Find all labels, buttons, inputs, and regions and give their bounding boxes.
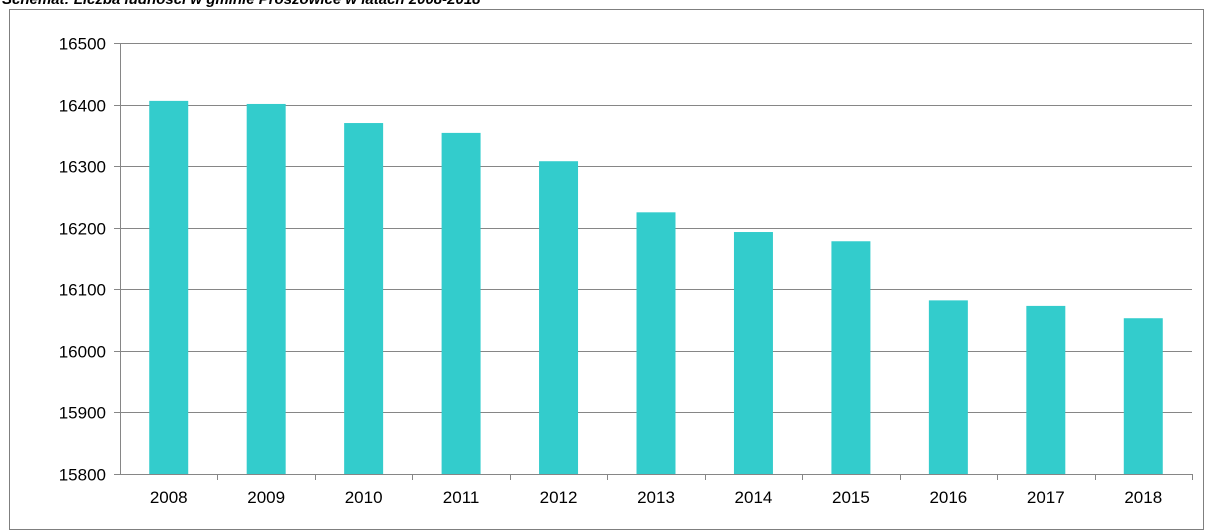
bar-2017 xyxy=(1026,305,1066,474)
y-tick-label: 16000 xyxy=(59,343,106,362)
y-tick-label: 15800 xyxy=(59,466,106,485)
x-tick-label: 2016 xyxy=(929,488,967,507)
bar-2009 xyxy=(246,103,286,474)
chart-area: 15800 15900 16000 16100 16200 16300 16400 16500… xyxy=(9,9,1204,530)
bar-2012 xyxy=(539,161,579,474)
bar-2013 xyxy=(636,212,676,475)
x-tick-label: 2011 xyxy=(443,488,480,507)
x-tick-label: 2018 xyxy=(1124,488,1162,507)
y-tick-label: 15900 xyxy=(59,404,106,423)
x-tick-label: 2009 xyxy=(247,488,285,507)
bar-2014 xyxy=(733,232,773,474)
x-tick-label: 2010 xyxy=(345,488,383,507)
bar-2011 xyxy=(441,132,481,474)
bar-2018 xyxy=(1123,318,1163,474)
y-tick-label: 16300 xyxy=(59,158,106,177)
bar-chart: 15800 15900 16000 16100 16200 16300 16400 16500… xyxy=(59,35,1193,507)
chart-caption: Schemat: Liczba ludności w gminie Proszo… xyxy=(2,0,481,8)
y-tick-label: 16400 xyxy=(59,97,106,116)
x-tick-label: 2015 xyxy=(832,488,870,507)
x-tick-label: 2008 xyxy=(150,488,188,507)
bar-2008 xyxy=(149,100,189,475)
y-tick-label: 16500 xyxy=(59,35,106,54)
bar-2010 xyxy=(344,123,384,475)
bar-2015 xyxy=(831,241,871,474)
x-tick-label: 2014 xyxy=(735,488,773,507)
x-tick-label: 2013 xyxy=(637,488,675,507)
x-tick-label: 2017 xyxy=(1027,488,1065,507)
bar-2016 xyxy=(928,300,968,474)
y-tick-label: 16100 xyxy=(59,281,106,300)
x-tick-label: 2012 xyxy=(540,488,578,507)
y-tick-label: 16200 xyxy=(59,220,106,239)
